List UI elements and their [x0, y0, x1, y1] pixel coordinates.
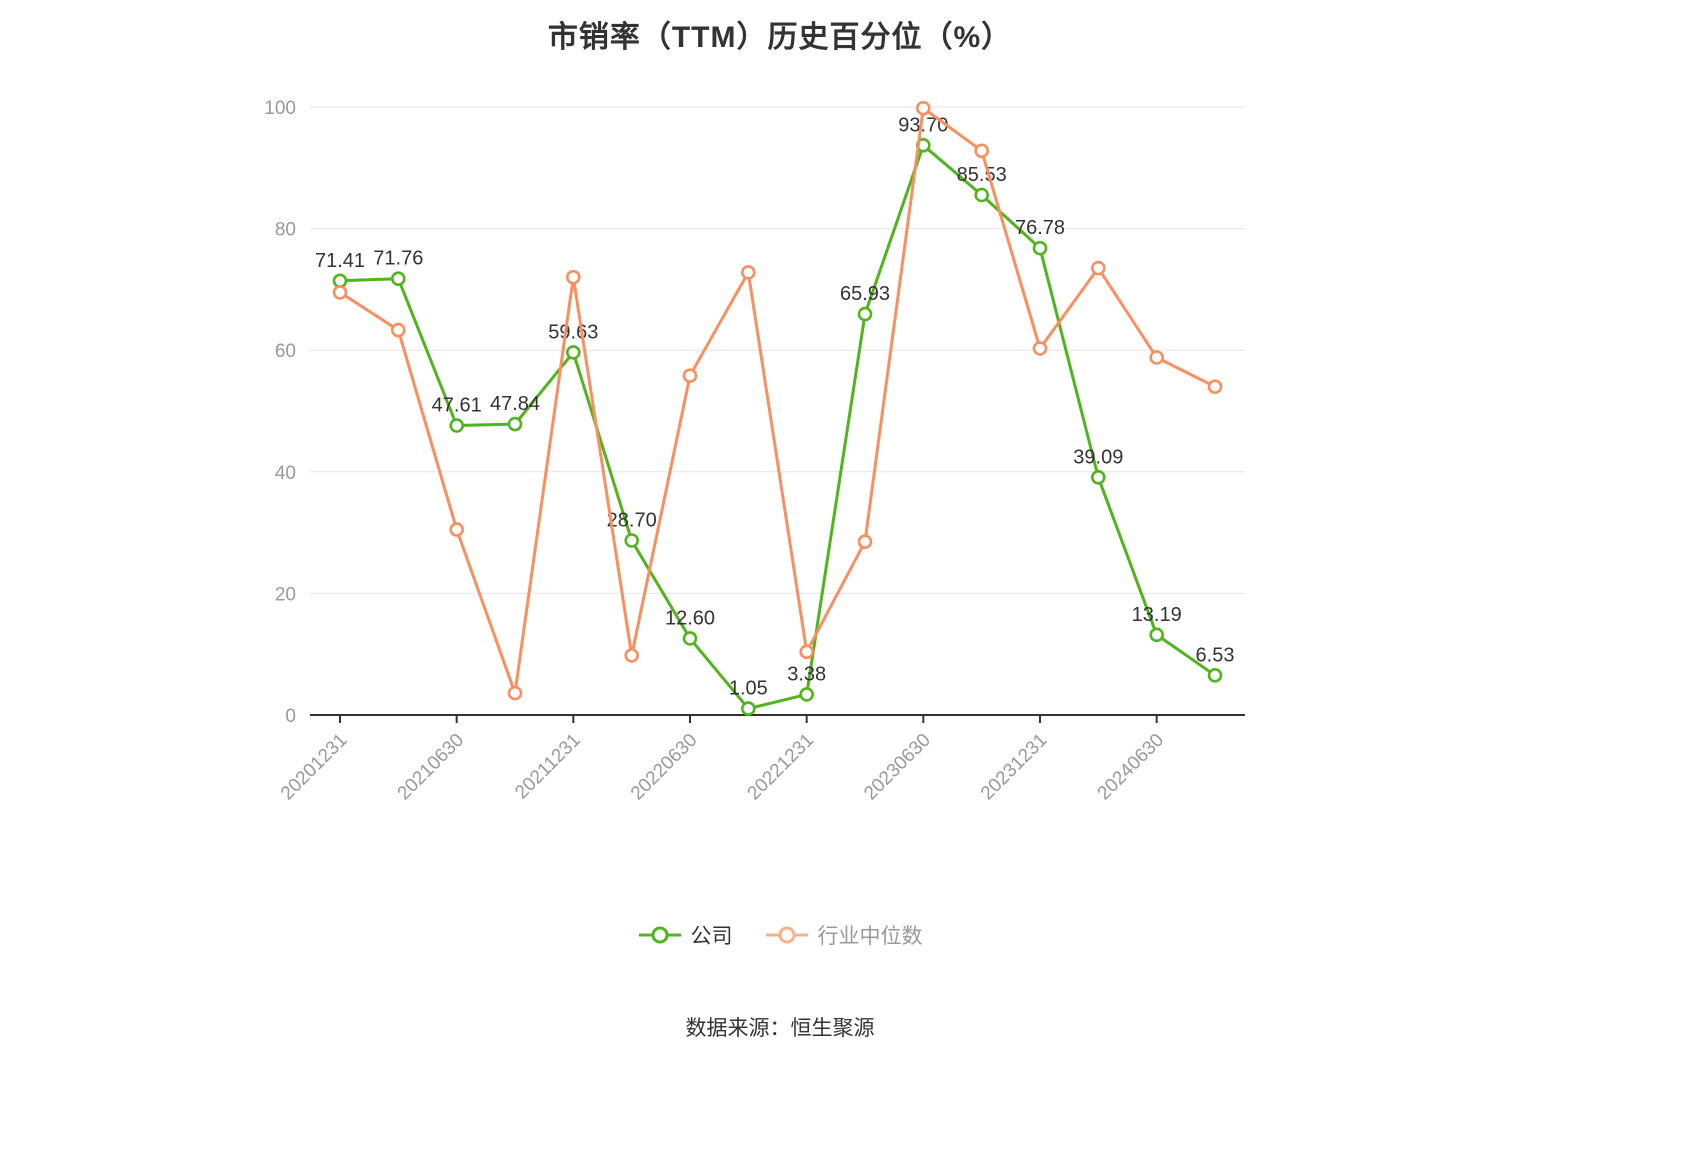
data-label: 6.53	[1196, 644, 1235, 666]
data-point-industry	[1032, 341, 1048, 356]
data-point-company	[624, 533, 640, 548]
data-label: 85.53	[957, 164, 1007, 186]
x-axis-tick-label: 20230630	[860, 730, 935, 805]
data-point-company	[974, 187, 990, 203]
x-axis-tick-label: 20211231	[511, 730, 585, 804]
data-point-industry	[915, 100, 931, 116]
data-label: 71.41	[315, 250, 365, 272]
y-axis-tick-label: 20	[275, 584, 296, 605]
legend-label-industry: 行业中位数	[817, 925, 923, 948]
data-point-industry	[799, 644, 815, 660]
data-label: 47.61	[432, 395, 482, 417]
data-label: 1.05	[729, 678, 768, 700]
x-axis-tick-label: 20220630	[627, 730, 702, 805]
y-axis-tick-label: 80	[275, 220, 296, 241]
series-line-industry	[338, 106, 1217, 695]
y-axis-tick-label: 100	[264, 98, 296, 119]
data-point-industry	[682, 368, 698, 384]
x-axis-tick-label: 20240630	[1094, 730, 1169, 805]
data-point-industry	[1091, 260, 1106, 276]
data-point-industry	[1207, 379, 1223, 395]
data-label: 93.70	[898, 114, 948, 136]
data-point-company	[332, 273, 348, 289]
data-label: 71.76	[373, 248, 423, 270]
y-axis-tick-label: 60	[275, 341, 296, 362]
data-point-company	[1149, 627, 1164, 643]
legend: 公司 行业中位数	[0, 920, 1560, 950]
data-source-text: 数据来源：恒生聚源	[685, 1017, 875, 1040]
x-axis-tick-label: 20221231	[744, 730, 819, 805]
data-point-industry	[390, 322, 406, 338]
data-label: 47.84	[490, 393, 540, 415]
data-point-company	[449, 418, 465, 433]
data-point-industry	[332, 285, 348, 300]
legend-item-company[interactable]: 公司	[638, 920, 733, 950]
x-axis-tick-label: 20210630	[394, 730, 469, 805]
data-point-industry	[857, 534, 873, 550]
data-point-company	[565, 345, 581, 360]
data-point-industry	[740, 265, 756, 280]
data-point-company	[1091, 469, 1106, 485]
industry-series-icon	[765, 926, 808, 944]
data-point-company	[799, 687, 815, 702]
y-axis-tick-label: 40	[275, 463, 296, 484]
data-label: 39.09	[1073, 446, 1123, 468]
data-point-industry	[1149, 350, 1164, 365]
data-point-industry	[974, 143, 990, 159]
data-point-company	[507, 416, 523, 432]
data-point-industry	[507, 685, 523, 701]
legend-item-industry[interactable]: 行业中位数	[765, 920, 923, 950]
company-series-icon	[638, 926, 681, 944]
data-point-industry	[565, 269, 581, 285]
x-axis-tick-label: 20231231	[977, 730, 1052, 805]
chart-title: 市销率（TTM）历史百分位（%）	[547, 21, 1013, 54]
x-axis-tick-label: 20201231	[277, 730, 352, 805]
data-point-industry	[449, 522, 465, 537]
data-point-company	[740, 701, 756, 716]
data-label: 59.63	[548, 321, 598, 343]
data-label: 13.19	[1132, 604, 1182, 626]
data-label: 28.70	[607, 510, 657, 532]
data-point-company	[390, 271, 406, 287]
data-label: 65.93	[840, 283, 890, 305]
y-axis-tick-label: 0	[285, 706, 296, 727]
data-point-industry	[624, 648, 640, 663]
legend-label-company: 公司	[690, 925, 733, 948]
data-point-company	[1207, 667, 1223, 683]
data-label: 12.60	[665, 607, 715, 629]
data-label: 3.38	[787, 663, 826, 685]
data-point-company	[682, 631, 698, 646]
data-point-company	[857, 306, 873, 322]
data-point-company	[1032, 240, 1048, 256]
series-line-company	[338, 143, 1217, 711]
data-label: 76.78	[1015, 217, 1065, 239]
